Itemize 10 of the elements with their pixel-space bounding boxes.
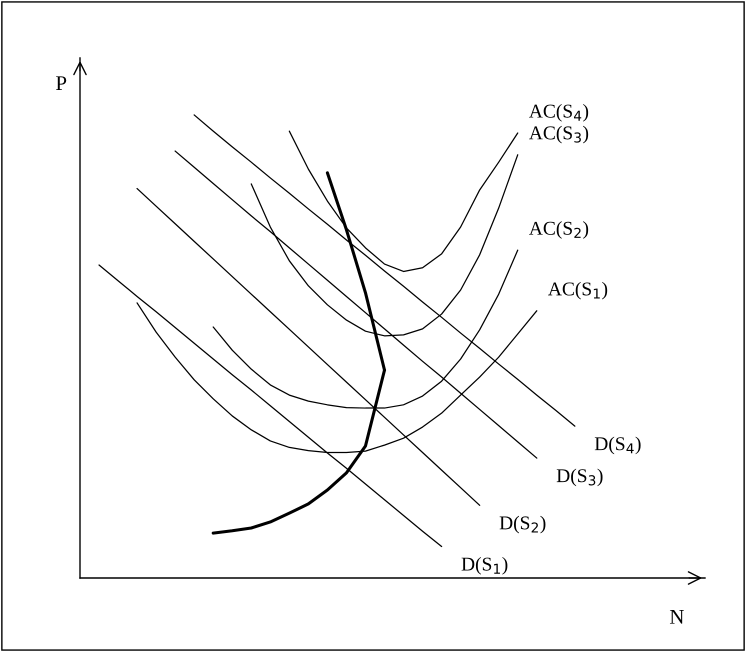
x-axis-title: N [670,610,684,624]
series-label: D(S$_{3}$) [556,468,603,486]
series-label: D(S$_{2}$) [500,516,546,534]
series-label: D(S$_{4}$) [594,436,641,454]
series-label: AC(S$_{1}$) [548,282,608,300]
y-axis-title: P [56,76,66,90]
series-label: AC(S$_{2}$) [529,221,588,239]
series-label: D(S$_{1}$) [462,557,508,575]
series-label: AC(S$_{3}$) [529,126,588,144]
series-label: AC(S$_{4}$) [529,104,588,122]
